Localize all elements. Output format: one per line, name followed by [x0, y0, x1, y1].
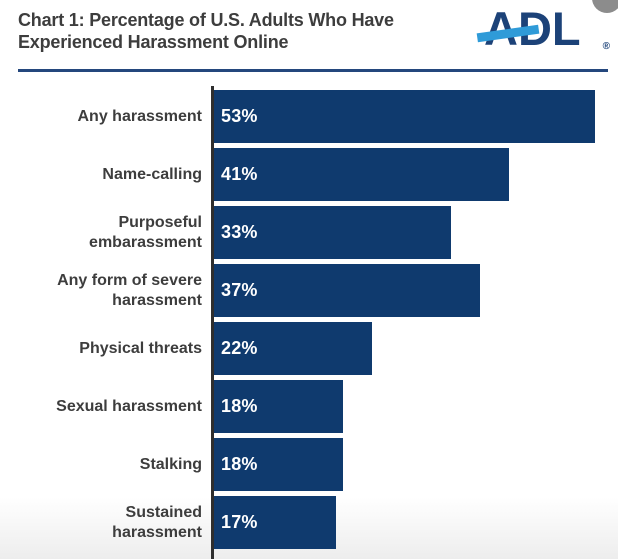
bar-label: Purposeful embarassment — [89, 213, 202, 251]
bar: 22% — [214, 322, 373, 375]
bar-row: Any form of severe harassment 37% — [0, 264, 618, 317]
bar: 41% — [214, 148, 509, 201]
bar-value: 37% — [221, 280, 258, 300]
bar-row: Any harassment 53% — [0, 90, 618, 143]
page-title-line1: Chart 1: Percentage of U.S. Adults Who H… — [18, 10, 394, 30]
bar-label: Physical threats — [79, 339, 202, 357]
bar: 17% — [214, 496, 337, 549]
bar-row: Purposeful embarassment 33% — [0, 206, 618, 259]
bar: 37% — [214, 264, 481, 317]
page-title: Chart 1: Percentage of U.S. Adults Who H… — [18, 9, 394, 53]
bar-value: 41% — [221, 164, 258, 184]
bar: 33% — [214, 206, 452, 259]
bar-value: 22% — [221, 338, 258, 358]
bar-row: Name-calling 41% — [0, 148, 618, 201]
bar-chart: Any harassment 53% Name-calling 41% Purp… — [0, 86, 618, 559]
bar-row: Sustained harassment 17% — [0, 496, 618, 549]
bar-label: Name-calling — [102, 165, 202, 183]
bar: 53% — [214, 90, 596, 143]
adl-logo: ADL ® — [476, 4, 610, 56]
bar-label: Any harassment — [77, 107, 203, 125]
bar-row: Stalking 18% — [0, 438, 618, 491]
bar-value: 33% — [221, 222, 258, 242]
bar-label: Sexual harassment — [56, 397, 202, 415]
header-divider-line — [18, 69, 608, 72]
bar: 18% — [214, 380, 344, 433]
y-axis-line — [211, 86, 214, 559]
bar-row: Physical threats 22% — [0, 322, 618, 375]
corner-circle-decoration — [592, 0, 618, 13]
bar-value: 18% — [221, 454, 258, 474]
bar: 18% — [214, 438, 344, 491]
page-title-line2: Experienced Harassment Online — [18, 32, 289, 52]
registered-trademark-icon: ® — [602, 41, 610, 52]
header: Chart 1: Percentage of U.S. Adults Who H… — [0, 0, 618, 69]
bar-label: Any form of severe harassment — [57, 271, 202, 309]
bar-value: 17% — [221, 512, 258, 532]
bar-value: 53% — [221, 106, 258, 126]
bar-row: Sexual harassment 18% — [0, 380, 618, 433]
bar-label: Sustained harassment — [112, 503, 202, 541]
bar-label: Stalking — [139, 455, 202, 473]
bar-value: 18% — [221, 396, 258, 416]
